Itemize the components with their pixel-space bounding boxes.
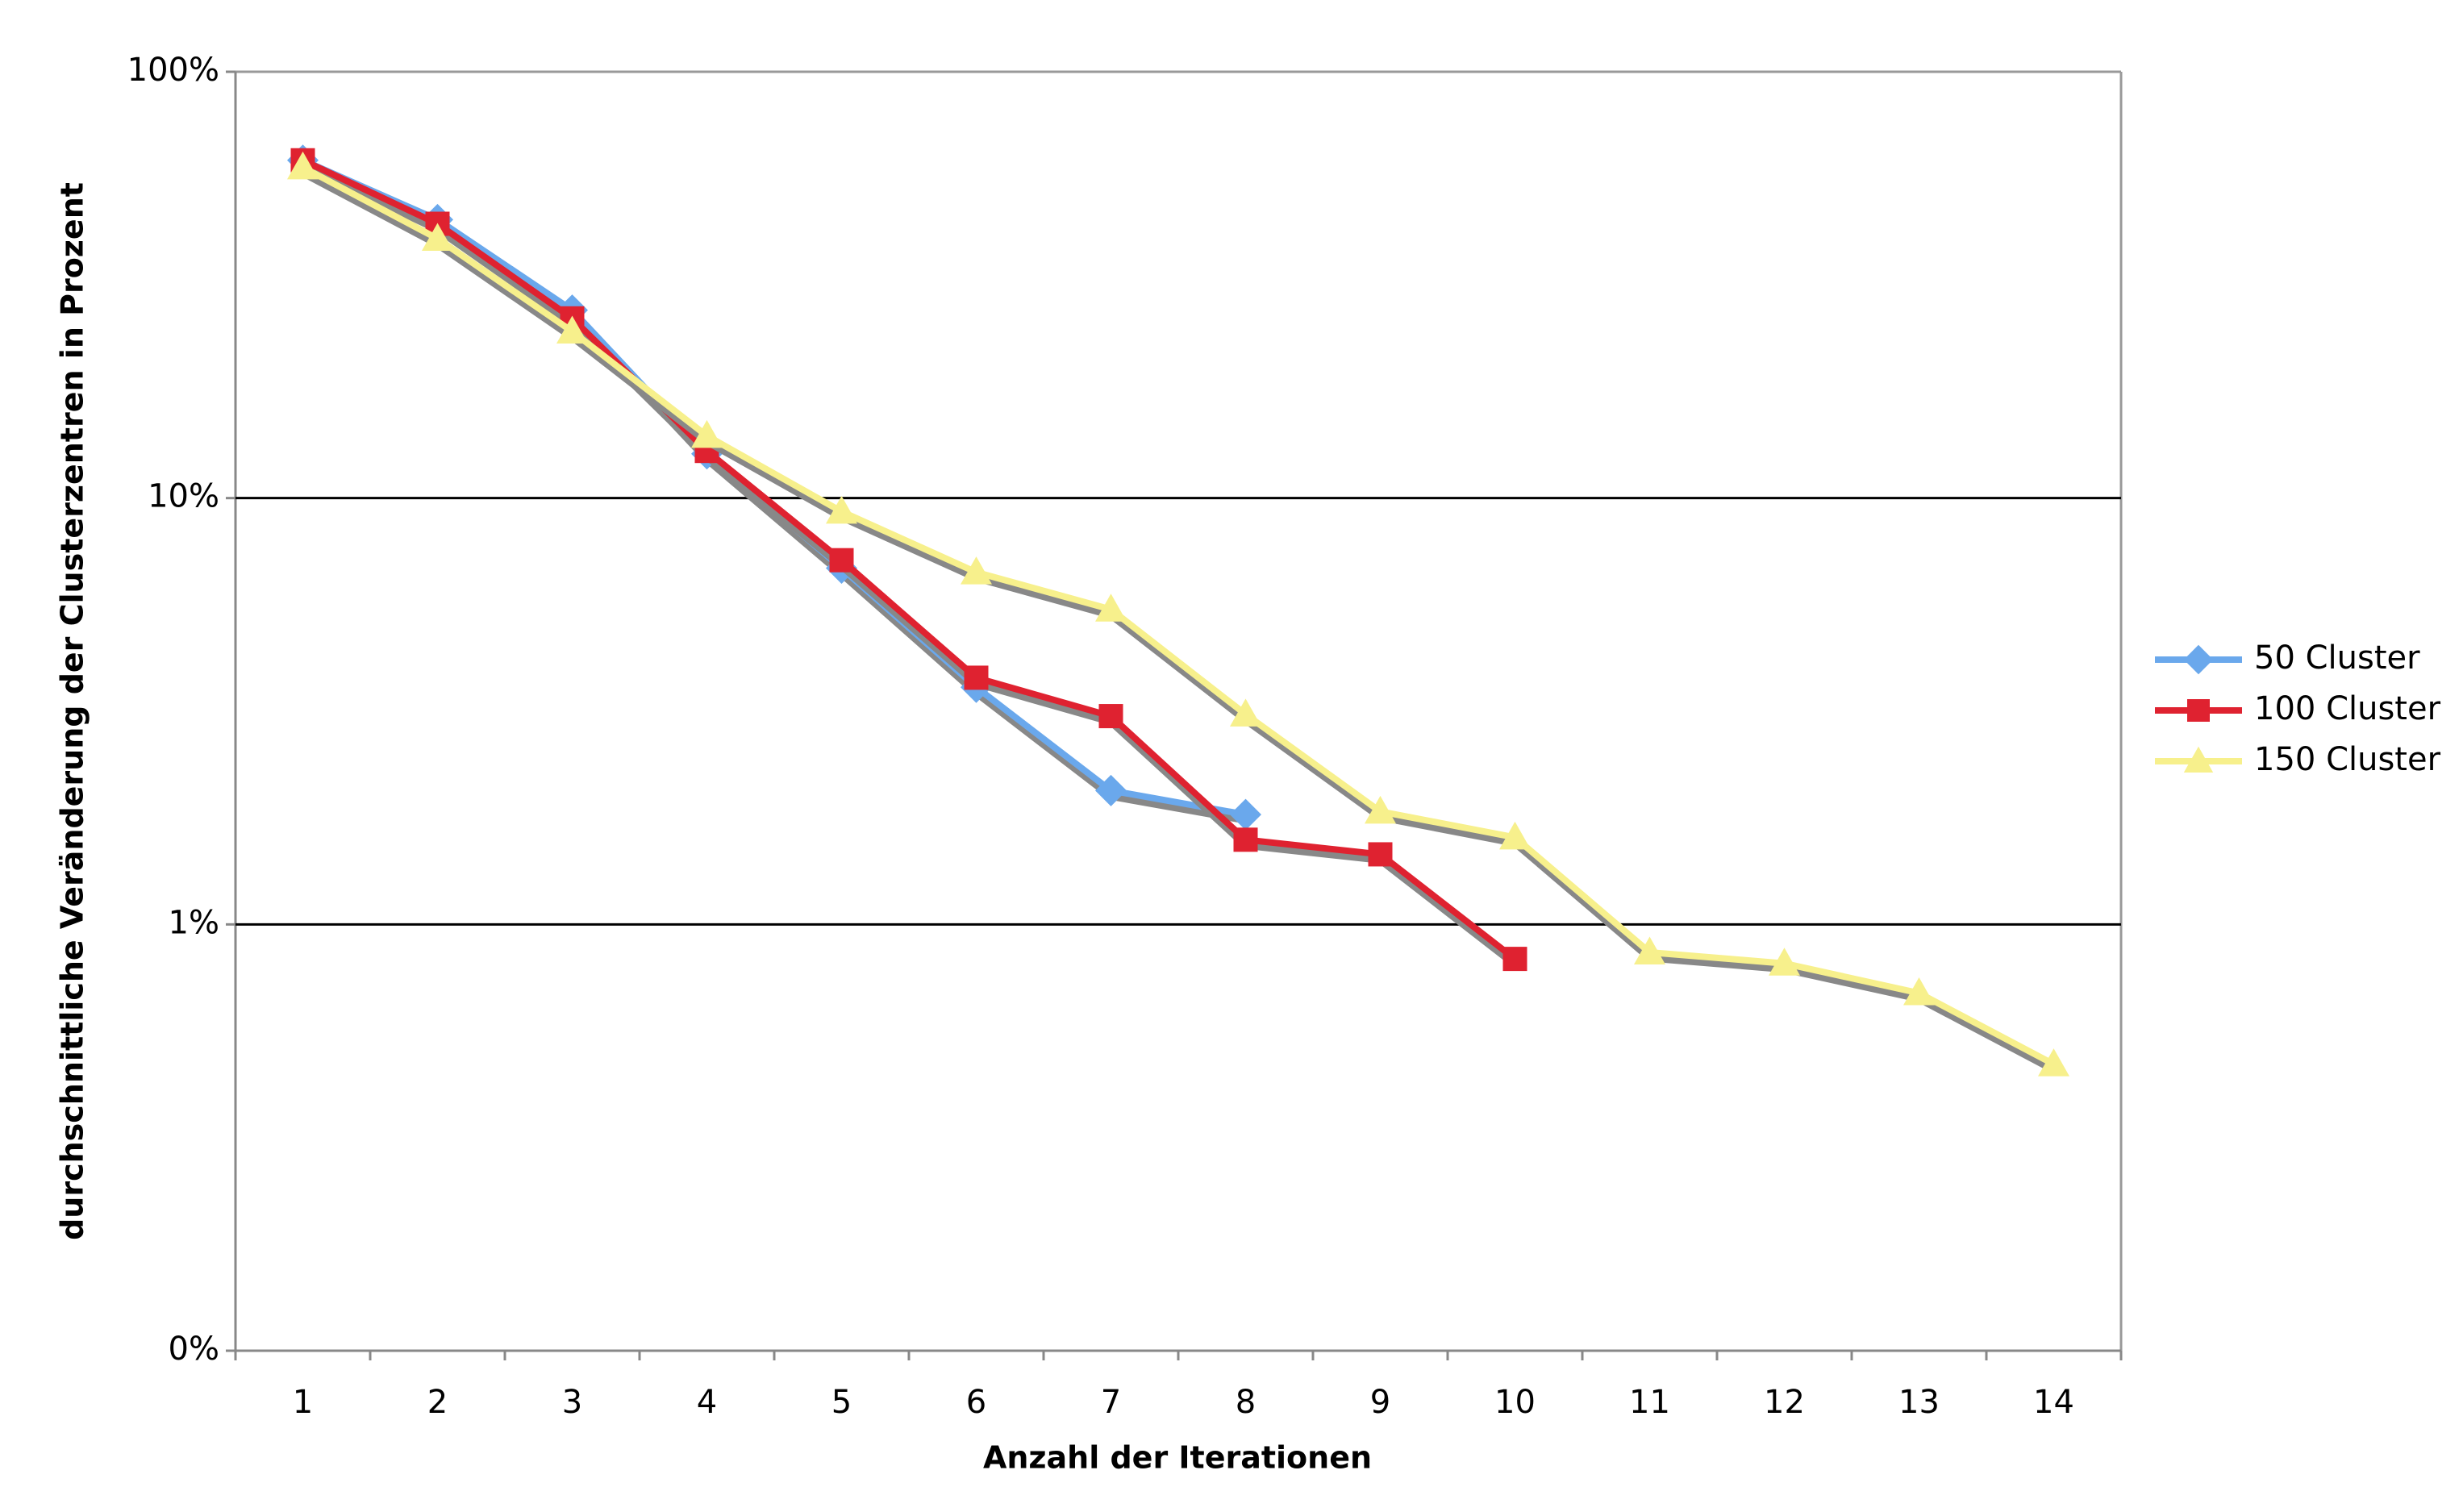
marker (1095, 594, 1127, 622)
x-tick-label: 8 (1236, 1384, 1256, 1421)
marker (964, 665, 989, 690)
y-tick-label: 0% (169, 1331, 219, 1368)
marker (1095, 774, 1127, 806)
x-tick-label: 12 (1764, 1384, 1805, 1421)
x-tick-label: 11 (1629, 1384, 1670, 1421)
marker (1634, 936, 1665, 964)
marker (422, 223, 453, 251)
marker (287, 151, 319, 180)
legend-marker (2183, 644, 2214, 675)
marker (826, 495, 857, 524)
x-tick-label: 7 (1101, 1384, 1121, 1421)
marker (1368, 842, 1393, 867)
x-tick-label: 4 (697, 1384, 717, 1421)
x-tick-label: 2 (427, 1384, 448, 1421)
marker (691, 419, 723, 448)
x-tick-label: 14 (2033, 1384, 2074, 1421)
marker (2038, 1048, 2069, 1077)
line-shadow (301, 169, 2056, 1073)
line-shadow (301, 162, 1518, 968)
x-tick-label: 1 (293, 1384, 313, 1421)
series-line (301, 164, 2056, 1068)
x-tick-label: 9 (1370, 1384, 1390, 1421)
marker (1502, 947, 1527, 972)
x-tick-label: 6 (966, 1384, 986, 1421)
marker (961, 556, 992, 585)
y-tick-label: 1% (169, 904, 219, 941)
marker (1769, 948, 1800, 976)
marker (1903, 977, 1935, 1006)
marker (829, 548, 854, 573)
x-tick-label: 5 (831, 1384, 852, 1421)
y-axis-label: durchschnittliche Veränderung der Cluste… (55, 182, 90, 1240)
marker (1233, 827, 1258, 852)
legend-marker (2183, 746, 2214, 773)
legend-label: 100 Cluster (2254, 690, 2441, 727)
y-tick-label: 100% (127, 52, 219, 89)
x-tick-label: 10 (1494, 1384, 1536, 1421)
marker (556, 315, 588, 344)
marker (1230, 798, 1261, 831)
x-tick-label: 13 (1898, 1384, 1940, 1421)
x-tick-label: 3 (562, 1384, 582, 1421)
y-tick-label: 10% (148, 478, 219, 515)
marker (1365, 795, 1396, 824)
series-line (301, 157, 1517, 962)
legend-label: 50 Cluster (2254, 639, 2420, 677)
marker (1098, 704, 1123, 729)
marker (1499, 821, 1531, 850)
legend-label: 150 Cluster (2254, 741, 2441, 778)
marker (1230, 698, 1261, 727)
x-axis-label: Anzahl der Iterationen (983, 1440, 1372, 1476)
legend-marker (2187, 699, 2210, 722)
